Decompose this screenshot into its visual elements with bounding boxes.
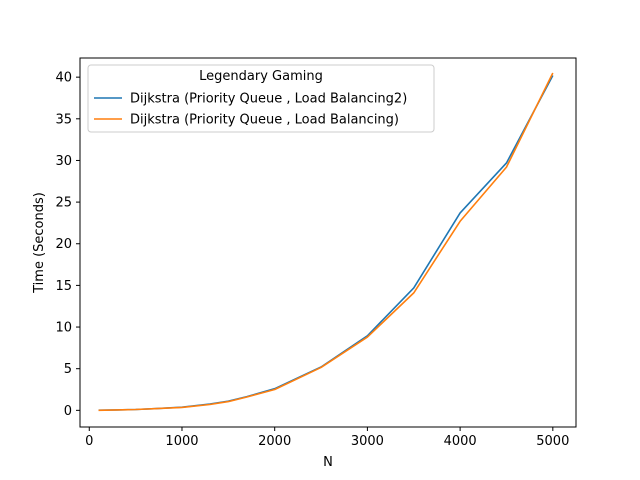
y-tick-label: 15 <box>55 279 72 294</box>
x-tick-label: 5000 <box>536 434 569 449</box>
legend-title: Legendary Gaming <box>199 69 323 84</box>
series-line-2 <box>98 72 554 412</box>
x-tick-label: 1000 <box>165 434 198 449</box>
x-tick-label: 0 <box>85 434 93 449</box>
plot-frame <box>79 57 577 428</box>
y-tick-label: 40 <box>55 71 72 86</box>
y-tick-label: 20 <box>55 237 72 252</box>
legend-entries: Dijkstra (Priority Queue , Load Balancin… <box>94 92 407 128</box>
legend-box <box>87 64 435 133</box>
legend-label-1: Dijkstra (Priority Queue , Load Balancin… <box>130 92 407 107</box>
x-tick-label: 2000 <box>258 434 291 449</box>
y-tick-label: 25 <box>55 196 72 211</box>
y-axis-label: Time (Seconds) <box>32 192 47 294</box>
x-tick-label: 3000 <box>351 434 384 449</box>
legend: Legendary Gaming Dijkstra (Priority Queu… <box>87 64 435 133</box>
x-axis-label: N <box>323 455 333 470</box>
legend-label-2: Dijkstra (Priority Queue , Load Balancin… <box>130 113 399 128</box>
y-tick-label: 10 <box>55 321 72 336</box>
y-tick-label: 35 <box>55 112 72 127</box>
x-tick-label: 4000 <box>444 434 477 449</box>
y-axis-ticks: 0 5 10 15 20 25 30 35 40 <box>55 71 80 419</box>
series-layer <box>98 72 554 412</box>
y-tick-label: 0 <box>64 404 72 419</box>
y-tick-label: 30 <box>55 154 72 169</box>
y-tick-label: 5 <box>64 362 72 377</box>
x-axis-ticks: 0 1000 2000 3000 4000 5000 <box>85 427 569 449</box>
